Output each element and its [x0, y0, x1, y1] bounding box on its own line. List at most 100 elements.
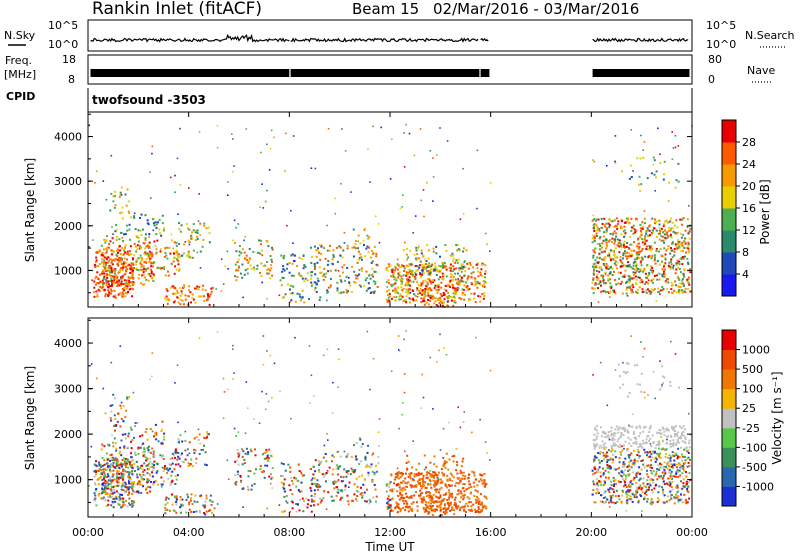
data-cell [187, 227, 190, 230]
data-cell [601, 223, 604, 225]
data-cell [412, 297, 414, 300]
data-cell [596, 432, 599, 435]
data-cell [371, 267, 374, 270]
data-cell [226, 250, 229, 253]
data-cell [263, 476, 266, 479]
data-cell [610, 249, 612, 252]
data-cell [671, 464, 674, 467]
data-cell [337, 491, 340, 494]
data-cell [166, 289, 169, 292]
data-cell [279, 279, 282, 282]
data-cell [663, 173, 665, 176]
data-cell [613, 483, 616, 486]
data-cell [196, 285, 199, 288]
data-cell [122, 266, 125, 269]
data-cell [418, 473, 421, 476]
data-cell [672, 445, 675, 448]
data-cell [331, 454, 334, 457]
data-cell [369, 292, 372, 294]
data-cell [118, 245, 121, 248]
data-cell [120, 282, 123, 285]
data-cell [110, 249, 113, 252]
data-cell [112, 473, 115, 476]
data-cell [482, 280, 485, 282]
data-cell [385, 483, 388, 486]
data-cell [449, 279, 452, 282]
data-cell [112, 200, 115, 203]
data-cell [151, 145, 154, 148]
data-cell [405, 462, 408, 464]
data-cell [118, 499, 121, 502]
data-cell [128, 263, 131, 266]
data-cell [657, 497, 660, 500]
data-cell [125, 287, 128, 290]
data-cell [216, 125, 219, 127]
data-cell [644, 242, 647, 245]
data-cell [115, 274, 118, 277]
data-cell [263, 452, 266, 454]
data-cell [654, 262, 657, 265]
data-cell [355, 277, 358, 280]
data-cell [387, 263, 390, 266]
data-cell [139, 262, 142, 265]
data-cell [120, 267, 123, 269]
data-cell [632, 442, 635, 445]
data-cell [129, 238, 131, 241]
data-cell [147, 223, 150, 226]
data-cell [639, 223, 642, 226]
data-cell [592, 480, 595, 483]
data-cell [664, 273, 667, 276]
data-cell [336, 287, 339, 290]
data-cell [452, 260, 455, 263]
data-cell [437, 278, 440, 281]
data-cell [452, 276, 455, 279]
data-cell [452, 279, 455, 282]
data-cell [594, 251, 596, 254]
data-cell [426, 282, 429, 285]
data-cell [611, 220, 614, 223]
data-cell [260, 262, 263, 265]
data-cell [402, 499, 405, 502]
data-cell [640, 488, 643, 491]
data-cell [164, 498, 167, 501]
data-cell [411, 270, 414, 272]
data-cell [388, 295, 391, 298]
data-cell [472, 503, 475, 506]
data-cell [200, 295, 203, 298]
data-cell [651, 267, 654, 269]
data-cell [116, 262, 119, 265]
data-cell [118, 467, 121, 470]
data-cell [435, 482, 438, 485]
data-cell [613, 290, 616, 293]
data-cell [132, 482, 135, 485]
data-cell [429, 294, 432, 297]
nsky-label: N.Sky [4, 29, 36, 42]
data-cell [684, 459, 687, 462]
data-cell [128, 396, 130, 399]
data-cell [240, 480, 242, 483]
data-cell [430, 486, 433, 489]
data-cell [622, 257, 624, 260]
data-cell [669, 217, 672, 220]
data-cell [398, 498, 401, 501]
data-cell [432, 501, 435, 504]
data-cell [449, 266, 452, 269]
data-cell [236, 448, 239, 451]
data-cell [125, 483, 128, 486]
data-cell [672, 240, 674, 243]
data-cell [453, 509, 456, 512]
data-cell [136, 268, 138, 271]
data-cell [660, 432, 663, 435]
data-cell [460, 265, 463, 268]
data-cell [155, 433, 158, 436]
data-cell [457, 258, 460, 261]
data-cell [324, 257, 327, 260]
data-cell [489, 182, 492, 184]
data-cell [147, 449, 150, 452]
data-cell [473, 292, 476, 295]
data-cell [630, 249, 633, 252]
data-cell [107, 286, 110, 289]
data-cell [339, 465, 342, 468]
data-cell [616, 467, 619, 470]
data-cell [122, 261, 125, 264]
